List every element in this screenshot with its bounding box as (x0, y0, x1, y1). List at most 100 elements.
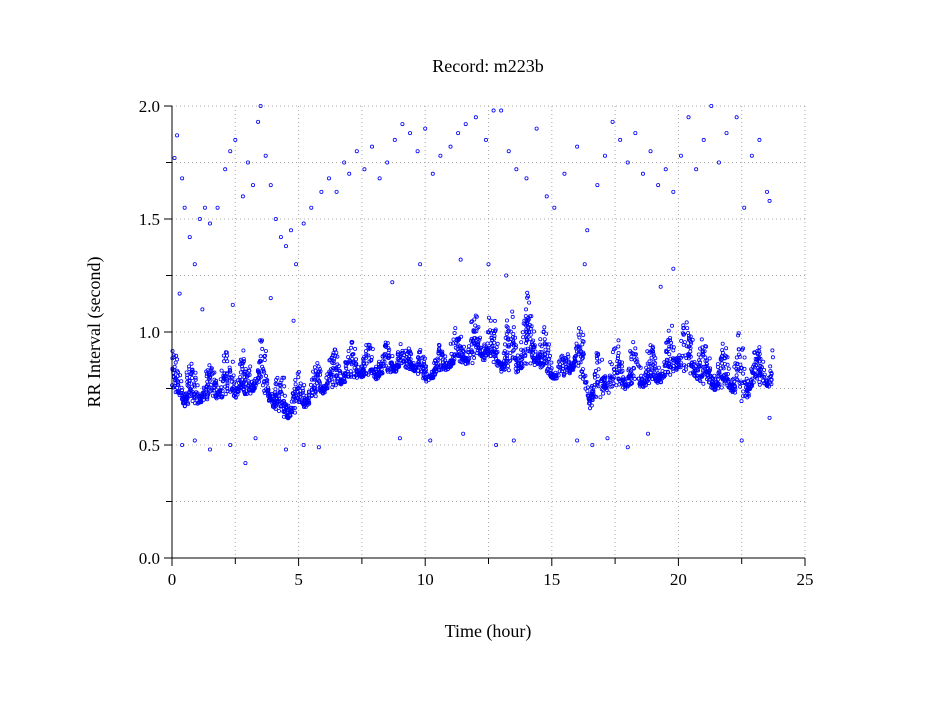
data-point (538, 365, 543, 370)
data-point (429, 376, 434, 381)
data-point (769, 382, 774, 387)
outlier-point (408, 131, 413, 136)
data-point (175, 370, 180, 375)
data-point (696, 362, 701, 367)
outlier-point (575, 144, 580, 149)
data-point (499, 367, 504, 372)
data-point (644, 365, 649, 370)
outlier-point (390, 280, 395, 285)
data-point (585, 385, 590, 390)
axes: 0 5 10 15 20 25 0.0 0.5 1.0 1.5 2.0 (139, 97, 814, 589)
data-point (542, 325, 547, 330)
data-point (469, 349, 474, 354)
data-point (480, 357, 485, 362)
data-point (713, 377, 718, 382)
data-point (370, 346, 375, 351)
data-point (330, 385, 335, 390)
data-point (653, 356, 658, 361)
data-point (557, 369, 562, 374)
data-point (254, 381, 259, 386)
outlier-point (582, 262, 587, 267)
data-point (178, 373, 183, 378)
data-point (667, 361, 672, 366)
data-point (447, 359, 452, 364)
data-point (647, 381, 652, 386)
data-point (742, 355, 747, 360)
data-point (596, 384, 601, 389)
data-point (180, 392, 185, 397)
outlier-point (415, 149, 420, 154)
outlier-point (486, 262, 491, 267)
outlier-point (716, 160, 721, 165)
data-point (261, 379, 266, 384)
outlier-point (461, 431, 466, 436)
data-point (223, 356, 228, 361)
outlier-point (200, 307, 205, 312)
data-point (253, 383, 258, 388)
data-point (398, 342, 403, 347)
data-point (616, 353, 621, 358)
data-point (602, 377, 607, 382)
data-point (322, 390, 327, 395)
data-point (230, 359, 235, 364)
data-point (262, 357, 267, 362)
data-point (185, 379, 190, 384)
data-point (638, 365, 643, 370)
data-point (267, 396, 272, 401)
data-point (379, 367, 384, 372)
x-tick-label: 10 (417, 570, 434, 589)
data-point (275, 375, 280, 380)
data-point (229, 388, 234, 393)
data-point (349, 340, 354, 345)
x-tick-label: 15 (543, 570, 560, 589)
data-point (513, 335, 518, 340)
outlier-point (605, 436, 610, 441)
data-point (594, 354, 599, 359)
data-point (546, 345, 551, 350)
data-point (484, 345, 489, 350)
data-point (191, 381, 196, 386)
data-point (212, 370, 217, 375)
data-point (629, 354, 634, 359)
data-point (314, 377, 319, 382)
data-point (681, 323, 686, 328)
data-point (560, 353, 565, 358)
data-point (354, 372, 359, 377)
data-point (544, 342, 549, 347)
data-point (376, 369, 381, 374)
data-point (313, 372, 318, 377)
data-point (581, 352, 586, 357)
data-point (239, 364, 244, 369)
data-point (322, 385, 327, 390)
data-point (578, 360, 583, 365)
data-point (204, 389, 209, 394)
data-point (709, 382, 714, 387)
data-point (552, 373, 557, 378)
data-point (456, 336, 461, 341)
data-point (385, 341, 390, 346)
data-point (770, 355, 775, 360)
data-point (614, 383, 619, 388)
data-point (193, 377, 198, 382)
data-point (263, 348, 268, 353)
data-point (282, 393, 287, 398)
data-point (745, 378, 750, 383)
data-point (404, 365, 409, 370)
data-point (698, 360, 703, 365)
data-point (490, 350, 495, 355)
data-point (574, 346, 579, 351)
data-point (195, 383, 200, 388)
data-point (452, 331, 457, 336)
data-point (339, 378, 344, 383)
outlier-point (430, 171, 435, 176)
outlier-point (175, 133, 180, 138)
data-point (221, 353, 226, 358)
data-point (208, 368, 213, 373)
data-point (204, 387, 209, 392)
data-point (473, 323, 478, 328)
data-point (739, 379, 744, 384)
outlier-point (562, 171, 567, 176)
data-point (529, 314, 534, 319)
outlier-point (602, 153, 607, 158)
data-point (649, 363, 654, 368)
